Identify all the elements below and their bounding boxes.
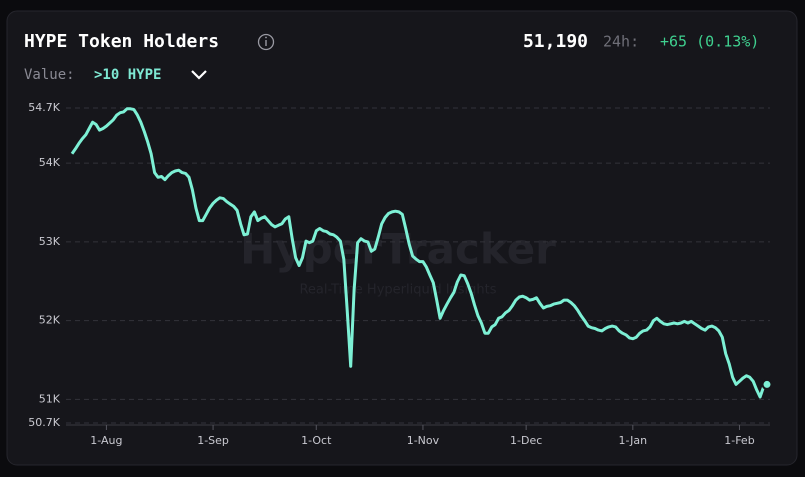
- end-point: [761, 378, 773, 390]
- y-tick-label: 50.7K: [28, 416, 60, 429]
- y-tick-label: 54.7K: [28, 101, 60, 114]
- filter-label: Value:: [24, 67, 75, 83]
- chevron: [191, 70, 207, 80]
- change-value: +65 (0.13%): [660, 33, 759, 51]
- y-tick-label: 51K: [39, 392, 61, 405]
- y-tick-label: 54K: [39, 156, 61, 169]
- x-tick-label: 1-Feb: [724, 434, 754, 447]
- x-tick-label: 1-Oct: [301, 434, 332, 447]
- x-tick-label: 1-Dec: [510, 434, 542, 447]
- x-tick-label: 1-Sep: [197, 434, 229, 447]
- y-tick-label: 52K: [39, 314, 61, 327]
- info-icon[interactable]: [257, 33, 275, 51]
- x-tick-label: 1-Jan: [619, 434, 648, 447]
- watermark: HyperTracker: [240, 225, 556, 274]
- card-bg: [6, 10, 798, 466]
- y-tick-label: 53K: [39, 235, 61, 248]
- watermark-tagline: Real-Time Hyperliquid Insights: [299, 283, 496, 298]
- x-tick-label: 1-Aug: [90, 434, 122, 447]
- filter-value: >10 HYPE: [94, 67, 161, 83]
- holder-count: 51,190: [523, 31, 588, 52]
- change-label: 24h:: [603, 33, 639, 51]
- title: HYPE Token Holders: [24, 31, 219, 52]
- filter-dropdown[interactable]: >10 HYPE: [94, 67, 207, 83]
- line: [70, 107, 768, 399]
- x-tick-label: 1-Nov: [407, 434, 440, 447]
